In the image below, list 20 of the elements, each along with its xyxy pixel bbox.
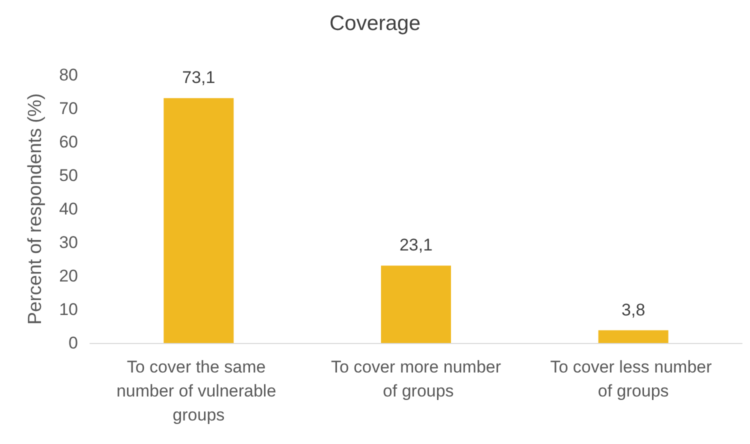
- x-tick-label: To cover the same number of vulnerable groups: [116, 358, 281, 424]
- y-tick-label: 60: [59, 132, 78, 152]
- y-tick-label: 10: [59, 300, 78, 319]
- bar: [164, 98, 234, 343]
- y-tick-label: 80: [59, 66, 78, 84]
- data-label: 73,1: [182, 68, 216, 88]
- x-tick-label: To cover less number of groups: [550, 358, 716, 400]
- y-tick-label: 20: [59, 266, 78, 286]
- y-axis-title: Percent of respondents (%): [25, 93, 46, 325]
- data-label: 23,1: [399, 236, 433, 255]
- y-tick-label: 40: [59, 200, 78, 218]
- x-tick-label: To cover more number of groups: [330, 358, 502, 400]
- bar: [381, 266, 451, 343]
- chart-title: Coverage: [329, 12, 421, 35]
- data-label: 3,8: [622, 300, 646, 320]
- bar: [598, 330, 668, 343]
- y-tick-label: 70: [59, 99, 78, 118]
- y-tick-label: 0: [68, 334, 78, 352]
- y-tick-label: 30: [59, 233, 78, 252]
- y-tick-label: 50: [59, 166, 78, 185]
